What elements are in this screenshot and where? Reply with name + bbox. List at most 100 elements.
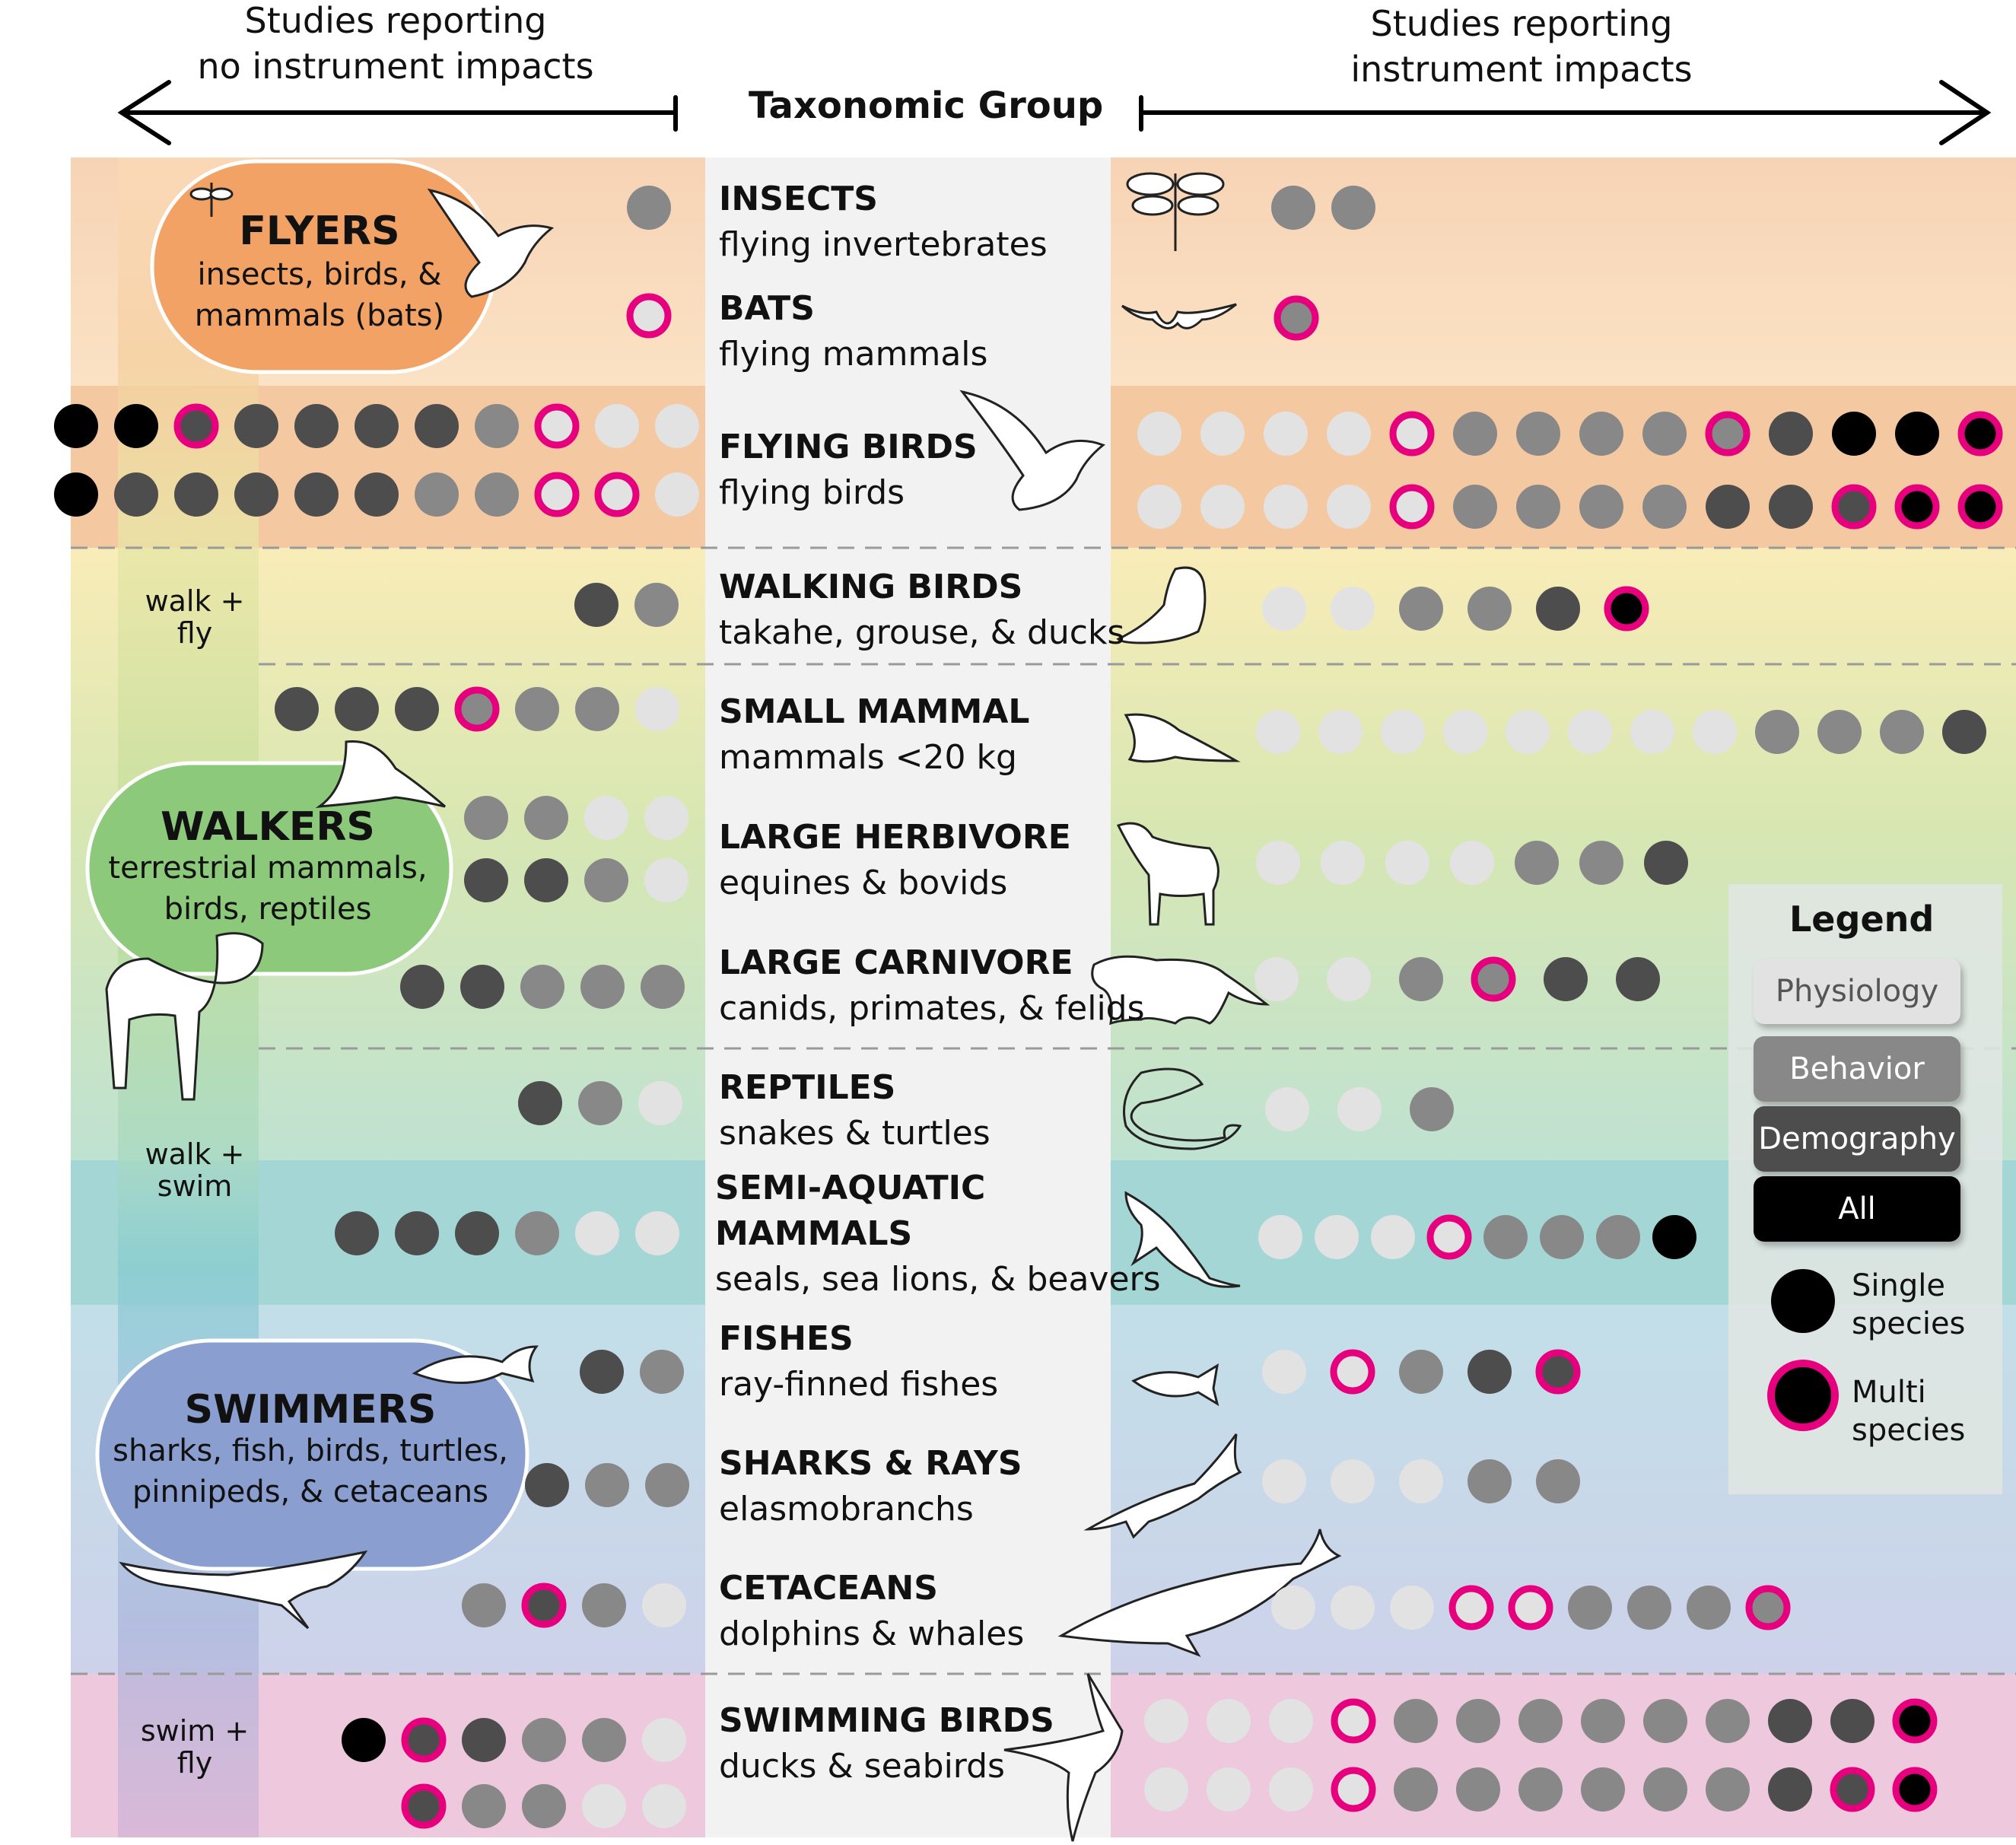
small-mammal-impact-dot <box>1381 710 1425 754</box>
albatross-icon <box>1003 1673 1124 1842</box>
group-large-herbivore-name: LARGE HERBIVORE <box>719 818 1071 857</box>
semi-aquatic-mammals-impact-dot <box>1371 1215 1415 1259</box>
small-mammal-no-impact-dot <box>575 687 619 731</box>
sharks-rays-no-impact-dot <box>585 1463 629 1507</box>
flying-birds-impact-dot <box>1327 412 1371 456</box>
flying-birds-impact-dot <box>1453 485 1497 529</box>
swimming-birds-impact-dot <box>1207 1699 1251 1743</box>
swimming-birds-no-impact-dot <box>342 1718 386 1762</box>
reptiles-impact-dot <box>1337 1087 1382 1131</box>
sharks-rays-impact-dot <box>1262 1459 1306 1503</box>
separators <box>71 546 2016 1675</box>
large-herbivore-no-impact-dot <box>524 858 568 902</box>
cetaceans-impact-dot <box>1271 1586 1315 1630</box>
right-header: Studies reporting instrument impacts <box>1293 2 1750 93</box>
right-arrow-head <box>1939 80 1992 145</box>
swimming-birds-impact-dot <box>1643 1767 1687 1812</box>
flying-birds-impact-dot <box>1769 485 1813 529</box>
walking-birds-impact-dot <box>1262 587 1306 631</box>
flying-birds-no-impact-dot <box>294 404 339 448</box>
mode-walk-swim: walk + swim <box>119 1138 271 1203</box>
reptiles-impact-dot <box>1265 1087 1309 1131</box>
swimming-birds-impact-dot <box>1518 1767 1563 1812</box>
cetaceans-impact-dot <box>1448 1585 1494 1630</box>
grouse-icon <box>1116 566 1207 644</box>
cetaceans-impact-dot <box>1390 1586 1434 1630</box>
swimming-birds-impact-dot <box>1456 1767 1500 1812</box>
flying-birds-impact-dot <box>1327 485 1371 529</box>
small-mammal-impact-dot <box>1755 710 1799 754</box>
insects-no-impact-dot <box>627 186 671 230</box>
flying-birds-impact-dot <box>1642 485 1687 529</box>
fishes-no-impact-dot <box>640 1350 684 1394</box>
flying-birds-no-impact-dot <box>355 404 399 448</box>
swimming-birds-no-impact-dot <box>522 1718 566 1762</box>
reptiles-no-impact-dot <box>578 1081 622 1125</box>
semi-aquatic-mammals-impact-dot <box>1483 1215 1528 1259</box>
swimming-birds-impact-dot <box>1581 1767 1625 1812</box>
insects-impact-dot <box>1271 186 1315 230</box>
right-header-line2: instrument impacts <box>1350 48 1693 90</box>
swimming-birds-no-impact-dot <box>522 1784 566 1828</box>
flying-birds-impact-dot <box>1642 412 1687 456</box>
mode-walk-fly-line1: walk + <box>145 584 245 618</box>
group-large-carnivore-desc: canids, primates, & felids <box>719 989 1145 1028</box>
walker-bandicoot-icon <box>315 740 446 808</box>
whale-icon <box>1057 1528 1342 1657</box>
group-semi-aquatic-name: SEMI-AQUATIC <box>715 1169 986 1207</box>
mode-walk-swim-line2: swim <box>157 1169 233 1203</box>
mode-swim-fly-line1: swim + <box>140 1714 250 1748</box>
flying-birds-no-impact-dot <box>475 404 519 448</box>
group-fishes-desc: ray-finned fishes <box>719 1365 999 1404</box>
flyers-title: FLYERS <box>239 208 400 254</box>
group-swimming-birds-desc: ducks & seabirds <box>719 1747 1005 1786</box>
walker-goat-icon <box>105 932 264 1101</box>
large-carnivore-impact-dot <box>1616 957 1660 1001</box>
large-herbivore-impact-dot <box>1450 841 1494 885</box>
semi-aquatic-mammals-no-impact-dot <box>395 1211 439 1255</box>
legend-title: Legend <box>1789 899 1935 940</box>
flying-birds-no-impact-dot <box>415 472 459 517</box>
walking-birds-impact-dot <box>1399 587 1443 631</box>
flying-birds-impact-dot <box>1769 412 1813 456</box>
semi-aquatic-mammals-no-impact-dot <box>515 1211 559 1255</box>
cetaceans-impact-dot <box>1568 1586 1612 1630</box>
small-mammal-impact-dot <box>1817 710 1862 754</box>
cetaceans-no-impact-dot <box>642 1583 686 1627</box>
large-carnivore-no-impact-dot <box>520 965 564 1009</box>
flying-birds-no-impact-dot <box>534 472 580 517</box>
cetaceans-impact-dot <box>1331 1586 1375 1630</box>
group-semi-aquatic-name2: MAMMALS <box>715 1214 913 1253</box>
mode-walk-fly: walk + fly <box>119 584 271 650</box>
flyers-pigeon-icon <box>427 188 555 298</box>
flying-birds-no-impact-dot <box>534 403 580 449</box>
swimming-birds-no-impact-dot <box>401 1783 447 1829</box>
large-carnivore-no-impact-dot <box>580 965 625 1009</box>
swimming-birds-impact-dot <box>1207 1767 1251 1812</box>
group-bats-desc: flying mammals <box>719 335 988 374</box>
flying-birds-impact-dot <box>1264 485 1308 529</box>
group-cetaceans-desc: dolphins & whales <box>719 1614 1025 1653</box>
flyers-desc: insects, birds, & mammals (bats) <box>167 254 472 336</box>
group-sharks-name: SHARKS & RAYS <box>719 1444 1022 1483</box>
fishes-impact-dot <box>1535 1349 1581 1395</box>
pigeon-icon <box>959 390 1105 511</box>
small-mammal-impact-dot <box>1318 710 1363 754</box>
flying-birds-no-impact-dot <box>54 404 98 448</box>
semi-aquatic-mammals-no-impact-dot <box>635 1211 679 1255</box>
bat-icon <box>1121 303 1237 329</box>
large-herbivore-no-impact-dot <box>644 796 688 840</box>
walking-birds-no-impact-dot <box>634 583 679 627</box>
legend-physiology: Physiology <box>1754 959 1960 1024</box>
swimmers-whale-icon <box>119 1550 368 1630</box>
legend-single-line1: Single <box>1852 1268 1945 1303</box>
left-arrow-head <box>117 80 171 145</box>
flying-birds-no-impact-dot <box>355 472 399 517</box>
small-mammal-impact-dot <box>1568 710 1612 754</box>
small-dragonfly-icon <box>189 183 234 217</box>
group-sharks-desc: elasmobranchs <box>719 1490 974 1528</box>
swimming-birds-no-impact-dot <box>582 1718 626 1762</box>
large-herbivore-no-impact-dot <box>464 858 508 902</box>
large-carnivore-impact-dot <box>1327 957 1371 1001</box>
sharks-rays-impact-dot <box>1399 1459 1443 1503</box>
